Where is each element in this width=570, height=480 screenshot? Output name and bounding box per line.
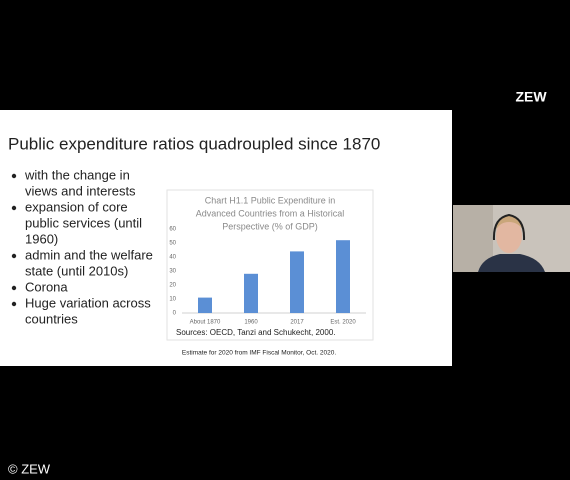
bullet-text: admin and the welfare: [25, 247, 153, 262]
bar: [336, 240, 350, 313]
bar: [244, 273, 258, 313]
x-tick-label: About 1870: [190, 320, 221, 326]
y-tick-label: 50: [169, 241, 176, 247]
bullet-text: views and interests: [25, 183, 136, 198]
bullet-text: expansion of core: [25, 199, 128, 214]
x-tick-label: 1960: [244, 320, 258, 326]
bullet-dot: [11, 285, 17, 291]
webcam: [453, 205, 570, 272]
webcam-person-body: [478, 254, 545, 272]
bullet-dot: [11, 253, 17, 259]
bullet-dot: [11, 173, 17, 179]
bullet-text: with the change in: [24, 167, 130, 182]
bar: [290, 251, 304, 313]
chart-title: Advanced Countries from a Historical: [196, 208, 345, 218]
copyright: © ZEW: [8, 461, 51, 476]
brand: ZEW: [515, 89, 547, 105]
y-tick-label: 0: [173, 311, 177, 317]
bullet-dot: [11, 301, 17, 307]
y-tick-label: 60: [169, 227, 176, 233]
chart-title: Chart H1.1 Public Expenditure in: [205, 195, 336, 205]
y-tick-label: 20: [169, 283, 176, 289]
webcam-person-head: [496, 219, 522, 253]
bullet-text: Huge variation across: [25, 295, 151, 310]
webcam-headset: [492, 213, 526, 241]
bullet-text: countries: [25, 311, 78, 326]
bullet-dot: [11, 205, 17, 211]
y-tick-label: 10: [169, 297, 176, 303]
y-tick-label: 30: [169, 269, 176, 275]
bullet-text: state (until 2010s): [25, 263, 128, 278]
x-tick-label: Est. 2020: [330, 320, 356, 326]
footnote: Estimate for 2020 from IMF Fiscal Monito…: [182, 350, 336, 357]
slide-title: Public expenditure ratios quadroupled si…: [8, 134, 380, 153]
chart-title: Perspective (% of GDP): [222, 221, 318, 231]
bullet-text: 1960): [25, 231, 58, 246]
bullet-text: public services (until: [25, 215, 142, 230]
webcam-person-hair: [496, 215, 523, 230]
bullet-text: Corona: [25, 279, 68, 294]
y-tick-label: 40: [169, 255, 176, 261]
x-tick-label: 2017: [290, 320, 304, 326]
bar: [198, 297, 212, 313]
chart-source: Sources: OECD, Tanzi and Schukecht, 2000…: [176, 328, 336, 337]
